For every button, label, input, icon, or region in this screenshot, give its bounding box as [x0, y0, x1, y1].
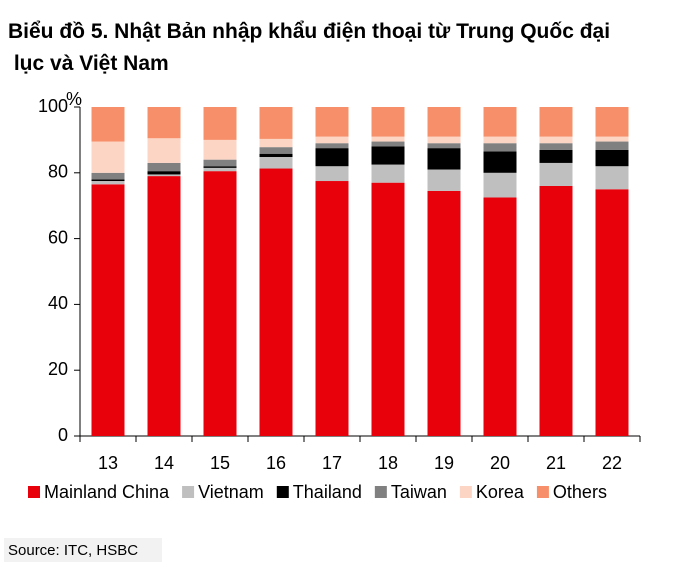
bar-segment [91, 179, 125, 182]
bar-segment [595, 166, 629, 190]
x-tick-label: 18 [378, 453, 398, 473]
bar-segment [203, 107, 237, 140]
bar-segment [259, 138, 293, 148]
legend-label: Mainland China [44, 482, 170, 502]
x-tick-label: 14 [154, 453, 174, 473]
bar-segment [315, 148, 349, 167]
legend-label: Korea [476, 482, 525, 502]
bar-segment [483, 197, 517, 436]
bar-segment [203, 139, 237, 160]
x-tick-label: 15 [210, 453, 230, 473]
x-tick-label: 16 [266, 453, 286, 473]
legend-marker [182, 486, 195, 498]
bar-segment [483, 151, 517, 173]
legend-marker [276, 486, 289, 498]
bar-segment [203, 167, 237, 172]
bar-segment [203, 159, 237, 167]
bar-segment [315, 166, 349, 182]
bar-segment [259, 157, 293, 169]
bar-segment [91, 107, 125, 142]
bar-segment [91, 181, 125, 185]
bar-segment [147, 107, 181, 139]
legend-label: Vietnam [198, 482, 264, 502]
legend-marker [459, 486, 472, 498]
chart-title-line-1: Biểu đồ 5. Nhật Bản nhập khẩu điện thoại… [8, 20, 610, 75]
bar-segment [147, 176, 181, 436]
bar-segment [315, 143, 349, 149]
bar-segment [203, 166, 237, 168]
bar-segment [259, 168, 293, 436]
bar-segment [483, 107, 517, 137]
bar-segment [595, 107, 629, 137]
bar-segment [259, 107, 293, 139]
bar-segment [595, 189, 629, 436]
legend-label: Taiwan [391, 482, 447, 502]
bar-segment [483, 143, 517, 152]
source-box [4, 538, 162, 562]
bar-segment [371, 164, 405, 183]
x-tick-label: 22 [602, 453, 622, 473]
legend-marker [374, 486, 387, 498]
bar-segment [315, 107, 349, 137]
bar-segment [539, 162, 573, 186]
y-tick-label: 60 [48, 227, 68, 247]
bar-segment [315, 136, 349, 144]
source: Source: ITC, HSBC [8, 542, 138, 559]
y-unit: % [66, 89, 82, 109]
bar-segment [595, 136, 629, 142]
bar-segment [539, 185, 573, 436]
legend-marker [536, 486, 549, 498]
bar-segment [371, 146, 405, 165]
bar-segment [427, 143, 461, 149]
bar-segment [483, 172, 517, 198]
bar-segment [539, 143, 573, 150]
y-tick-label: 0 [58, 425, 68, 445]
x-tick-label: 20 [490, 453, 510, 473]
bar-segment [483, 136, 517, 144]
y-tick-label: 100 [38, 96, 68, 116]
bar-segment [427, 148, 461, 170]
bar-segment [91, 141, 125, 173]
bar-segment [147, 171, 181, 175]
bar-segment [91, 184, 125, 436]
bar-segment [427, 169, 461, 191]
bar-segment [203, 171, 237, 436]
legend-label: Thailand [293, 482, 362, 502]
bar-segment [147, 138, 181, 163]
legend-label: Others [553, 482, 607, 502]
bar-segment [427, 136, 461, 144]
bar-segment [427, 107, 461, 137]
bar-segment [259, 153, 293, 158]
x-tick-label: 19 [434, 453, 454, 473]
y-tick-label: 80 [48, 162, 68, 182]
bar-segment [427, 190, 461, 436]
bar-segment [595, 149, 629, 167]
bar-segment [147, 162, 181, 172]
legend-marker [28, 486, 40, 498]
bar-segment [539, 149, 573, 163]
bar-segment [371, 136, 405, 142]
x-tick-label: 13 [98, 453, 118, 473]
y-tick-label: 20 [48, 359, 68, 379]
bar-segment [371, 107, 405, 137]
bar-segment [259, 147, 293, 154]
x-tick-label: 17 [322, 453, 342, 473]
bar-segment [595, 141, 629, 150]
bar-segment [147, 174, 181, 177]
x-tick-label: 21 [546, 453, 566, 473]
y-tick-label: 40 [48, 293, 68, 313]
bar-segment [539, 136, 573, 144]
bar-segment [91, 172, 125, 180]
bar-segment [539, 107, 573, 137]
bar-segment [371, 182, 405, 436]
bar-segment [315, 181, 349, 436]
bar-segment [371, 141, 405, 147]
